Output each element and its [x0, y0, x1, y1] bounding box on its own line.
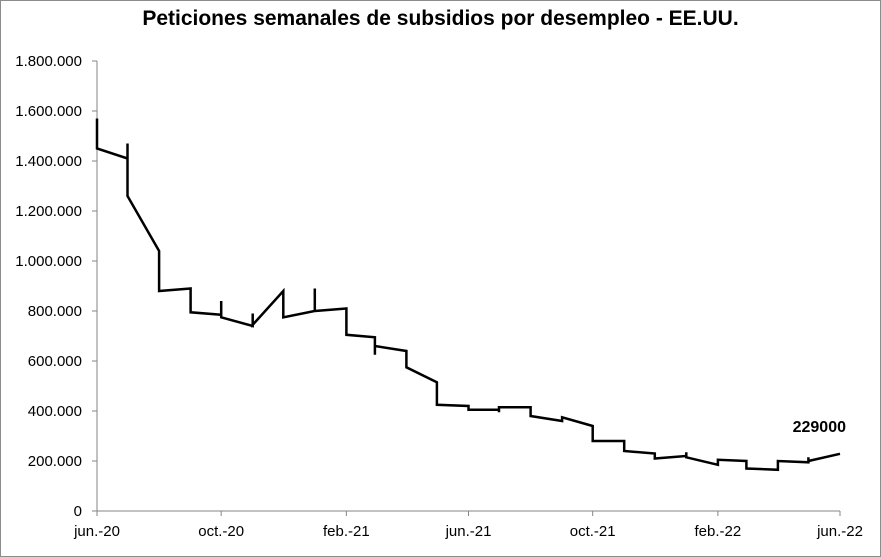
series-line: [95, 118, 841, 472]
data-label-last-value: 229000: [793, 419, 846, 436]
x-tick-label: jun.-22: [816, 523, 863, 540]
x-tick-label: feb.-21: [323, 523, 370, 540]
y-tick-label: 1.400.000: [15, 153, 82, 170]
chart-title: Peticiones semanales de subsidios por de…: [142, 7, 739, 30]
x-tick-label: jun.-20: [73, 523, 120, 540]
y-tick-label: 0: [74, 503, 82, 520]
y-tick-label: 1.000.000: [15, 253, 82, 270]
y-tick-label: 600.000: [28, 353, 82, 370]
x-tick-label: oct.-20: [198, 523, 244, 540]
y-tick-label: 1.200.000: [15, 203, 82, 220]
y-tick-label: 400.000: [28, 403, 82, 420]
y-tick-label: 800.000: [28, 303, 82, 320]
y-tick-label: 200.000: [28, 453, 82, 470]
x-tick-label: feb.-22: [695, 523, 742, 540]
x-tick-label: oct.-21: [570, 523, 616, 540]
y-tick-label: 1.600.000: [15, 103, 82, 120]
y-tick-label: 1.800.000: [15, 53, 82, 70]
x-tick-label: jun.-21: [445, 523, 492, 540]
